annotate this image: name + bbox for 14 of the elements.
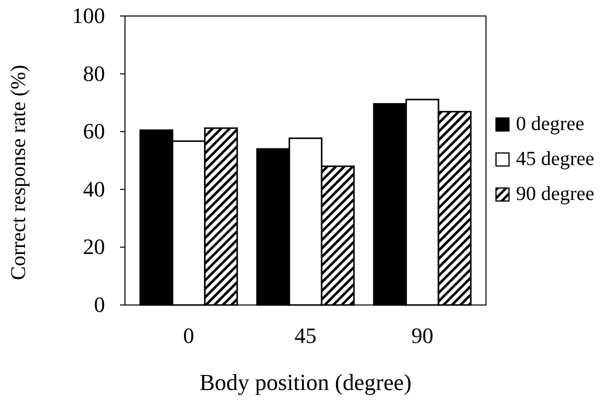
y-tick-label: 20 xyxy=(83,234,105,260)
legend-label: 90 degree xyxy=(516,183,594,205)
x-tick-label: 0 xyxy=(183,323,194,348)
y-tick-label: 60 xyxy=(83,118,105,144)
y-tick-label: 100 xyxy=(72,3,105,28)
y-axis-title: Correct response rate (%) xyxy=(6,64,30,280)
x-tick-label: 90 xyxy=(411,323,434,348)
legend-label: 0 degree xyxy=(516,113,584,135)
y-tick-label: 40 xyxy=(83,176,105,202)
y-tick-label: 0 xyxy=(94,292,105,318)
x-tick-label: 45 xyxy=(294,323,316,348)
legend-label: 45 degree xyxy=(516,148,594,170)
x-axis-title: Body position (degree) xyxy=(199,370,412,395)
y-tick-label: 80 xyxy=(83,60,105,86)
